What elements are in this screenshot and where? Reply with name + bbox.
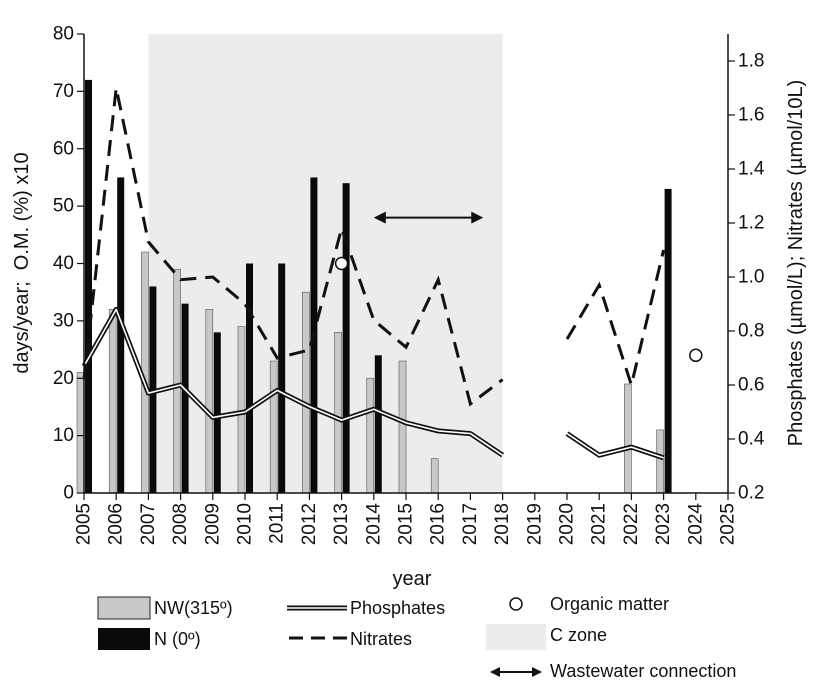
x-tick-label-2021: 2021	[589, 503, 610, 545]
bar-nw-2005	[76, 372, 85, 494]
wastewater-arrow-head-right	[471, 211, 484, 224]
bar-n-2013	[342, 183, 350, 494]
y-left-tick-label-50: 50	[53, 196, 74, 217]
y-right-tick-label-0.2: 0.2	[738, 483, 764, 504]
x-tick-label-2022: 2022	[621, 503, 642, 545]
x-tick-label-2008: 2008	[170, 503, 191, 545]
y-right-tick-label-1.8: 1.8	[738, 51, 764, 72]
legend-swatch-n	[98, 628, 150, 650]
bar-n-2023	[664, 188, 672, 493]
bar-n-2011	[278, 263, 286, 493]
x-tick-label-2024: 2024	[685, 503, 706, 546]
x-tick-label-2023: 2023	[653, 503, 674, 545]
legend-label-nw: NW(315º)	[154, 598, 233, 618]
x-tick-label-2014: 2014	[363, 503, 384, 546]
x-tick-label-2005: 2005	[74, 503, 95, 545]
legend-swatch-c-zone	[486, 624, 546, 650]
c-zone-band	[148, 34, 503, 493]
bar-nw-2014	[366, 377, 375, 494]
organic-matter-points	[334, 256, 703, 363]
x-axis: 2005 2006 2007 2008 2009 2010 2011 2012 2013 2014…	[74, 493, 739, 545]
y-right-tick-label-0.4: 0.4	[738, 429, 765, 450]
wastewater-arrow-head-left	[373, 211, 386, 224]
legend-label-nitrates: Nitrates	[350, 629, 412, 649]
legend-label-organic-matter: Organic matter	[550, 594, 669, 614]
y-right-tick-label-1.2: 1.2	[738, 213, 764, 234]
bar-n-2010	[246, 263, 253, 493]
y-axis-right-title: Phosphates (µmol/L); Nitrates (µmol/10L)	[785, 80, 807, 447]
legend-swatch-organic-matter	[509, 597, 523, 611]
y-axis-left: 0 10 20 30 40 50 60 70 80	[53, 24, 84, 504]
y-right-tick-label-0.8: 0.8	[738, 321, 764, 342]
x-tick-label-2009: 2009	[202, 503, 223, 545]
x-tick-label-2012: 2012	[299, 503, 320, 545]
bar-nw-2016	[430, 458, 439, 494]
y-right-tick-label-0.6: 0.6	[738, 375, 764, 396]
bar-n-2009	[213, 332, 221, 493]
y-axis-left-title: days/year; O.M. (%) x10	[11, 152, 33, 373]
bar-n-2005	[85, 79, 92, 494]
bar-nw-2009	[205, 309, 214, 494]
y-left-tick-label-0: 0	[63, 483, 74, 504]
y-left-tick-label-10: 10	[53, 425, 74, 446]
x-tick-label-2013: 2013	[331, 503, 352, 545]
legend-label-wastewater: Wastewater connection	[550, 661, 736, 681]
x-tick-label-2025: 2025	[718, 503, 739, 545]
nitrates-line-0	[82, 87, 504, 407]
bar-n-2006	[117, 177, 125, 493]
bar-nw-2008	[173, 268, 181, 494]
x-tick-label-2017: 2017	[460, 503, 481, 545]
x-axis-title: year	[393, 568, 432, 590]
legend: NW(315º) N (0º) Phosphates Nitrates Orga…	[97, 594, 736, 681]
y-left-tick-label-30: 30	[53, 310, 74, 331]
legend-label-c-zone: C zone	[550, 625, 607, 645]
bar-nw-2012	[302, 291, 310, 494]
bar-nw-2023	[656, 429, 664, 494]
organic-matter-point-2013	[334, 256, 349, 271]
y-right-tick-label-1.6: 1.6	[738, 105, 764, 126]
legend-label-phosphates: Phosphates	[350, 598, 445, 618]
x-tick-label-2006: 2006	[106, 503, 127, 545]
legend-label-n: N (0º)	[154, 629, 201, 649]
x-tick-label-2016: 2016	[428, 503, 449, 545]
legend-swatch-wastewater-arrow	[490, 667, 542, 677]
bar-n-2008	[181, 303, 189, 493]
y-right-tick-label-1.4: 1.4	[738, 159, 765, 180]
x-tick-label-2018: 2018	[492, 503, 513, 545]
x-tick-label-2020: 2020	[557, 503, 578, 545]
y-left-tick-label-60: 60	[53, 138, 74, 159]
organic-matter-point-2024	[689, 348, 703, 363]
bar-n-2014	[374, 355, 382, 493]
legend-swatch-nw	[97, 596, 151, 620]
x-tick-label-2010: 2010	[235, 503, 256, 545]
y-left-tick-label-40: 40	[53, 253, 74, 274]
phosphates-line-inner-0	[83, 308, 504, 456]
bar-nw-2006	[108, 309, 117, 494]
c-zone-rect	[148, 34, 503, 493]
y-axis-right: 0.2 0.4 0.6 0.8 1.0 1.2 1.4 1.6 1.8	[728, 51, 765, 504]
bar-nw-2022	[624, 383, 632, 494]
x-tick-label-2007: 2007	[138, 503, 159, 545]
y-right-tick-label-1.0: 1.0	[738, 267, 764, 288]
x-tick-label-2011: 2011	[267, 503, 288, 544]
x-tick-label-2019: 2019	[524, 503, 545, 545]
y-left-tick-label-70: 70	[53, 81, 74, 102]
bar-nw-2013	[334, 332, 342, 494]
bars	[76, 79, 672, 494]
bar-nw-2015	[398, 360, 407, 494]
y-left-tick-label-20: 20	[53, 368, 74, 389]
bar-nw-2011	[269, 360, 278, 494]
phosphates-line-inner-1	[566, 432, 664, 459]
lines	[81, 87, 666, 461]
y-left-tick-label-80: 80	[53, 24, 74, 45]
nitrates-line-1	[565, 249, 666, 391]
x-tick-label-2015: 2015	[396, 503, 417, 545]
wastewater-arrow	[373, 211, 484, 224]
phosphates-line-outer-1	[565, 431, 665, 461]
